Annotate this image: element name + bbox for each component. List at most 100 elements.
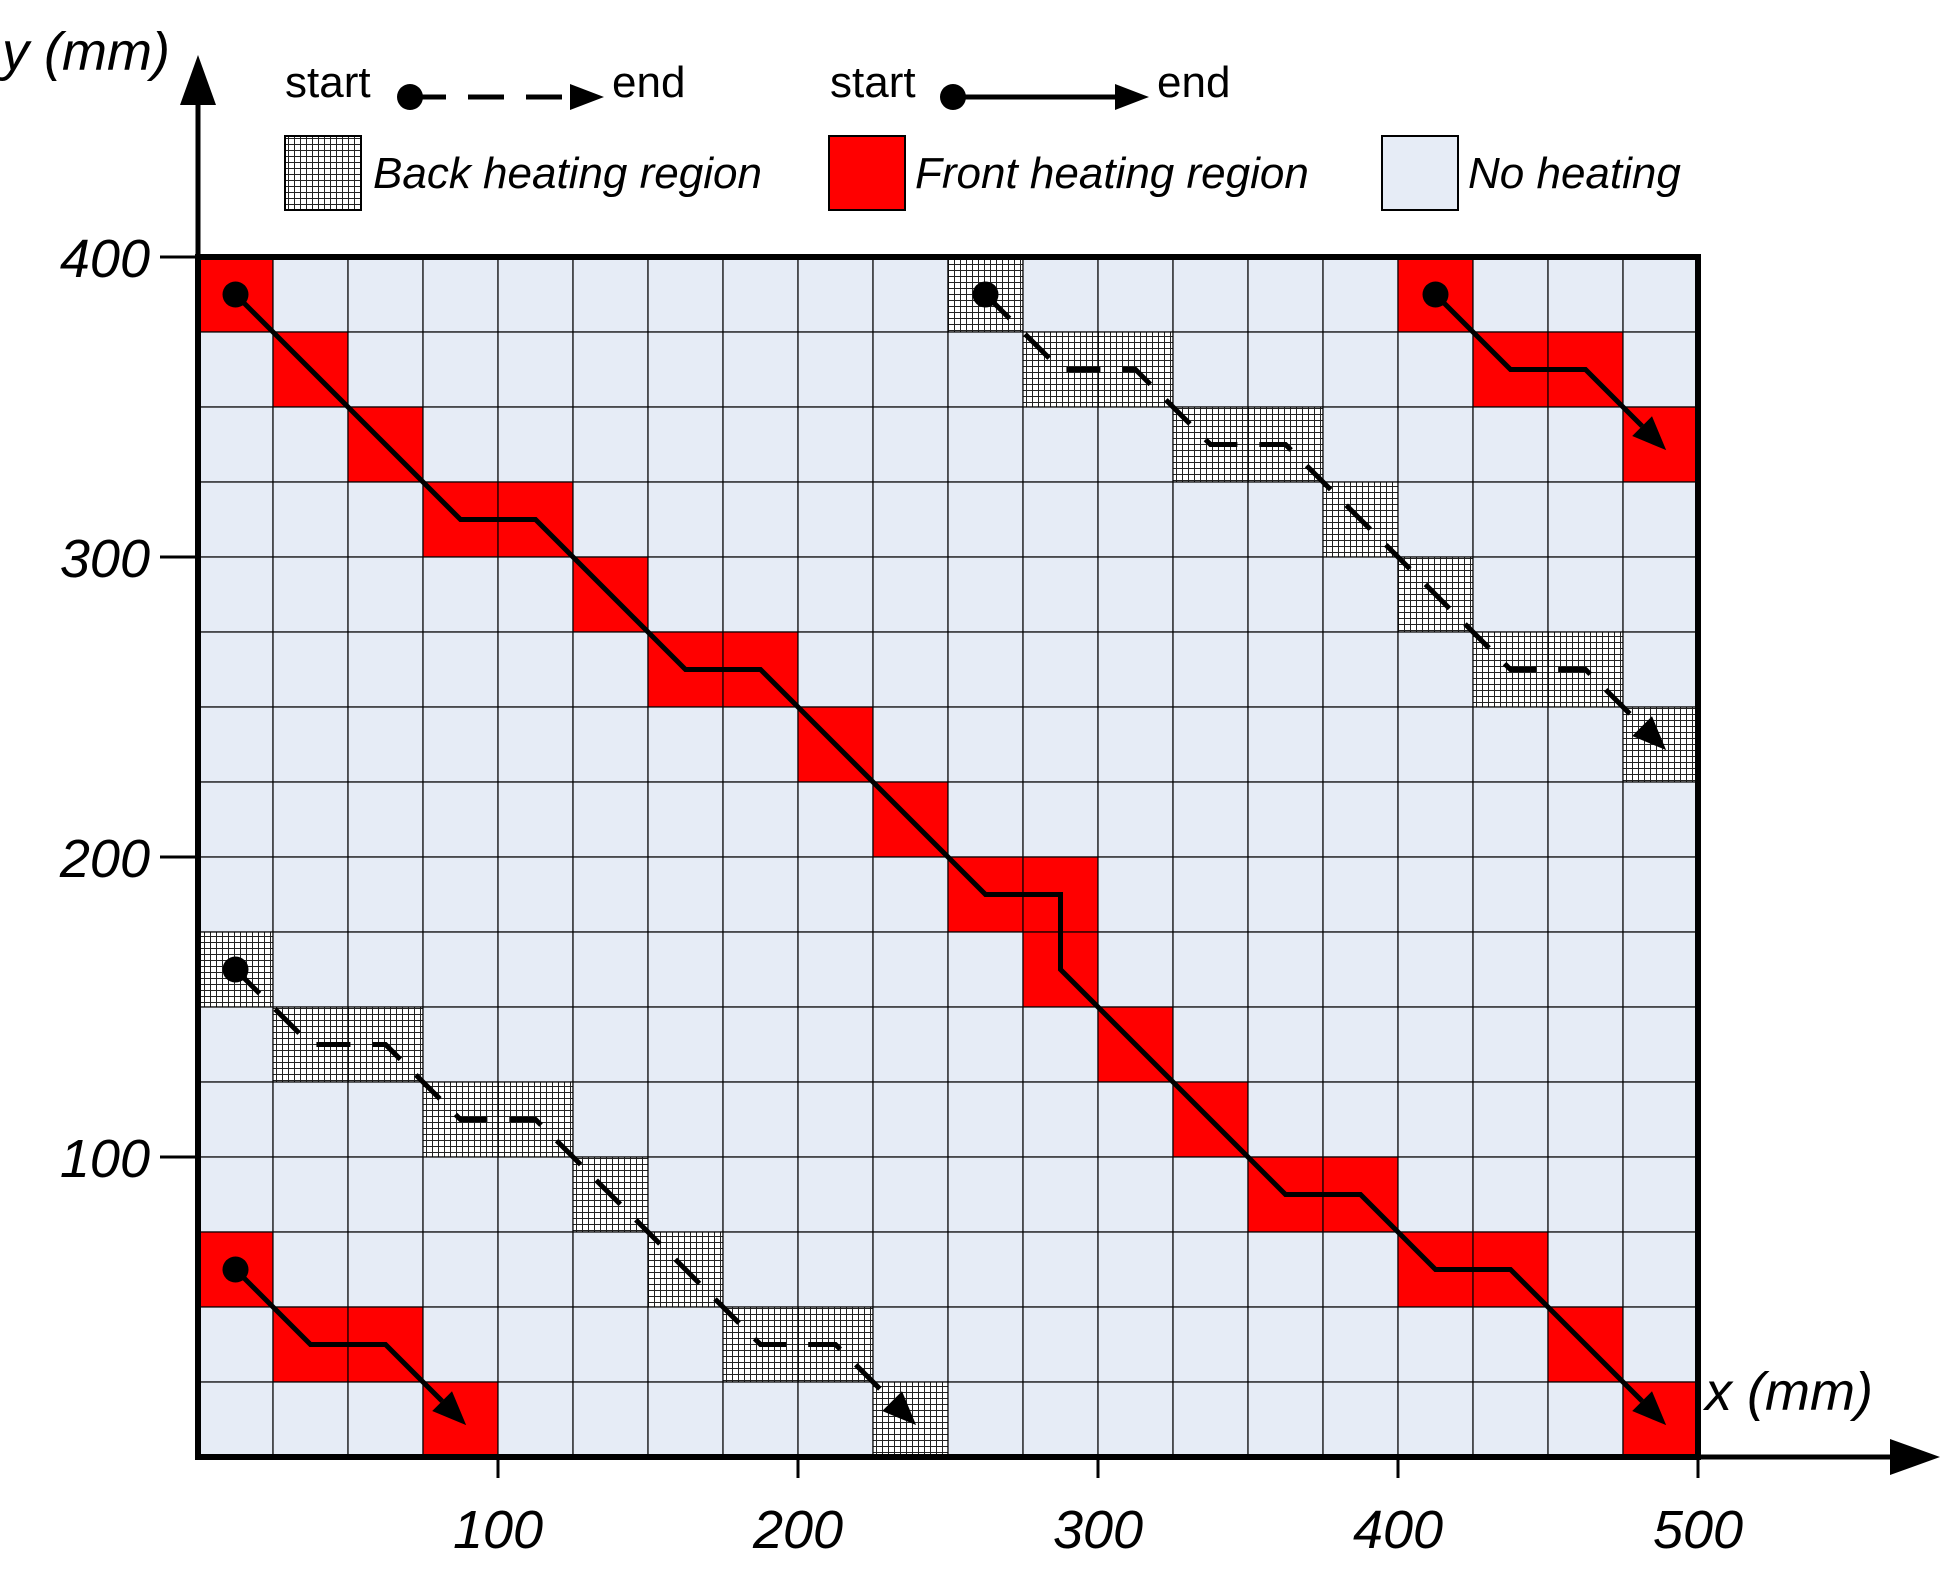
no-heating-cell: [1547, 481, 1624, 558]
no-heating-cell: [347, 1156, 424, 1233]
no-heating-cell: [1097, 406, 1174, 483]
no-heating-cell: [572, 1081, 649, 1158]
no-heating-cell: [422, 331, 499, 408]
no-heating-cell: [1622, 1156, 1699, 1233]
no-heating-cell: [722, 256, 799, 333]
no-heating-cell: [1622, 1231, 1699, 1308]
no-heating-cell: [347, 481, 424, 558]
no-heating-cell: [797, 856, 874, 933]
path-arrowhead: [882, 1391, 917, 1426]
no-heating-cell: [1622, 481, 1699, 558]
no-heating-cell: [1022, 1231, 1099, 1308]
legend-none-swatch: [1381, 135, 1459, 211]
dashed-scan-path: [983, 292, 1644, 728]
no-heating-cell: [497, 931, 574, 1008]
no-heating-cell: [497, 1006, 574, 1083]
x-tick-label: 400: [1353, 1500, 1443, 1560]
no-heating-cell: [1097, 556, 1174, 633]
path-start-dot: [222, 1256, 249, 1283]
no-heating-cell: [197, 631, 274, 708]
no-heating-cell: [1472, 1081, 1549, 1158]
no-heating-cell: [647, 1006, 724, 1083]
no-heating-cell: [422, 256, 499, 333]
no-heating-cell: [1547, 781, 1624, 858]
no-heating-cell: [872, 1231, 949, 1308]
no-heating-cell: [1247, 931, 1324, 1008]
no-heating-cell: [1397, 856, 1474, 933]
no-heating-cell: [1247, 1306, 1324, 1383]
legend-back-swatch: [284, 135, 362, 211]
legend-dashed-end-label: end: [612, 58, 685, 107]
no-heating-cell: [1397, 631, 1474, 708]
no-heating-cell: [272, 1081, 349, 1158]
no-heating-cell: [1097, 1306, 1174, 1383]
no-heating-cell: [947, 481, 1024, 558]
no-heating-cell: [1397, 331, 1474, 408]
no-heating-cell: [1022, 781, 1099, 858]
no-heating-cell: [1322, 1006, 1399, 1083]
no-heating-cell: [797, 1231, 874, 1308]
no-heating-cell: [722, 481, 799, 558]
no-heating-cell: [872, 406, 949, 483]
no-heating-cell: [872, 1081, 949, 1158]
no-heating-cell: [797, 406, 874, 483]
no-heating-cell: [572, 406, 649, 483]
no-heating-cell: [347, 1081, 424, 1158]
no-heating-cell: [572, 931, 649, 1008]
no-heating-cell: [722, 706, 799, 783]
no-heating-cell: [1472, 1156, 1549, 1233]
no-heating-cell: [1472, 856, 1549, 933]
no-heating-cell: [797, 481, 874, 558]
no-heating-cell: [647, 1306, 724, 1383]
no-heating-cell: [347, 1231, 424, 1308]
no-heating-cell: [1022, 1006, 1099, 1083]
no-heating-cell: [497, 781, 574, 858]
no-heating-cell: [1547, 406, 1624, 483]
no-heating-cell: [1397, 1006, 1474, 1083]
back-heating-cell: [1622, 706, 1699, 783]
no-heating-cell: [1247, 1231, 1324, 1308]
no-heating-cell: [272, 631, 349, 708]
no-heating-cell: [722, 931, 799, 1008]
no-heating-cell: [497, 556, 574, 633]
no-heating-cell: [422, 1231, 499, 1308]
no-heating-cell: [497, 1156, 574, 1233]
y-tick-label: 400: [60, 229, 150, 289]
no-heating-cell: [572, 781, 649, 858]
no-heating-cell: [497, 706, 574, 783]
no-heating-cell: [1022, 631, 1099, 708]
no-heating-cell: [572, 1381, 649, 1458]
no-heating-cell: [947, 781, 1024, 858]
no-heating-cell: [797, 1006, 874, 1083]
no-heating-cell: [1547, 1231, 1624, 1308]
no-heating-cell: [872, 481, 949, 558]
no-heating-cell: [1397, 706, 1474, 783]
no-heating-cell: [497, 1306, 574, 1383]
no-heating-cell: [947, 1381, 1024, 1458]
no-heating-cell: [272, 481, 349, 558]
no-heating-cell: [647, 781, 724, 858]
y-axis-arrowhead: [180, 55, 216, 105]
no-heating-cell: [572, 706, 649, 783]
no-heating-cell: [272, 931, 349, 1008]
path-arrowhead: [432, 1391, 467, 1426]
no-heating-cell: [872, 706, 949, 783]
no-heating-cell: [797, 631, 874, 708]
no-heating-cell: [1022, 556, 1099, 633]
no-heating-cell: [1097, 1081, 1174, 1158]
no-heating-cell: [872, 1006, 949, 1083]
no-heating-cell: [1022, 706, 1099, 783]
x-tick-label: 100: [453, 1500, 543, 1560]
legend-none-label: No heating: [1468, 149, 1681, 198]
no-heating-cell: [1397, 1081, 1474, 1158]
no-heating-cell: [722, 556, 799, 633]
no-heating-cell: [647, 406, 724, 483]
no-heating-cell: [422, 1156, 499, 1233]
legend-front-label: Front heating region: [915, 149, 1309, 198]
no-heating-cell: [197, 556, 274, 633]
no-heating-cell: [1022, 406, 1099, 483]
legend-solid-start-label: start: [830, 58, 916, 107]
no-heating-cell: [1247, 631, 1324, 708]
no-heating-cell: [1097, 256, 1174, 333]
no-heating-cell: [947, 1081, 1024, 1158]
